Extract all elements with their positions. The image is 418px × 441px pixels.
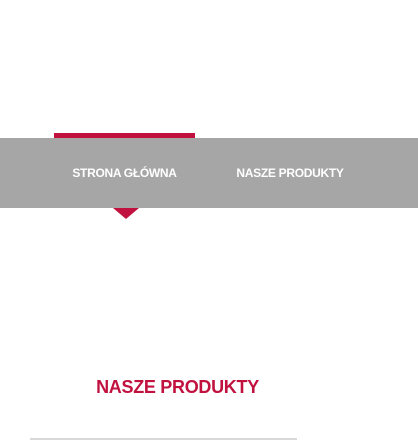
section-title: NASZE PRODUKTY: [96, 376, 259, 397]
active-tab-pointer-icon: [113, 208, 139, 219]
nav-item-products[interactable]: NASZE PRODUKTY: [236, 166, 344, 180]
section-divider: [30, 438, 297, 440]
nav-item-home[interactable]: STRONA GŁÓWNA: [72, 166, 177, 180]
main-navigation: STRONA GŁÓWNA NASZE PRODUKTY: [0, 138, 418, 208]
active-tab-indicator: [54, 133, 195, 138]
